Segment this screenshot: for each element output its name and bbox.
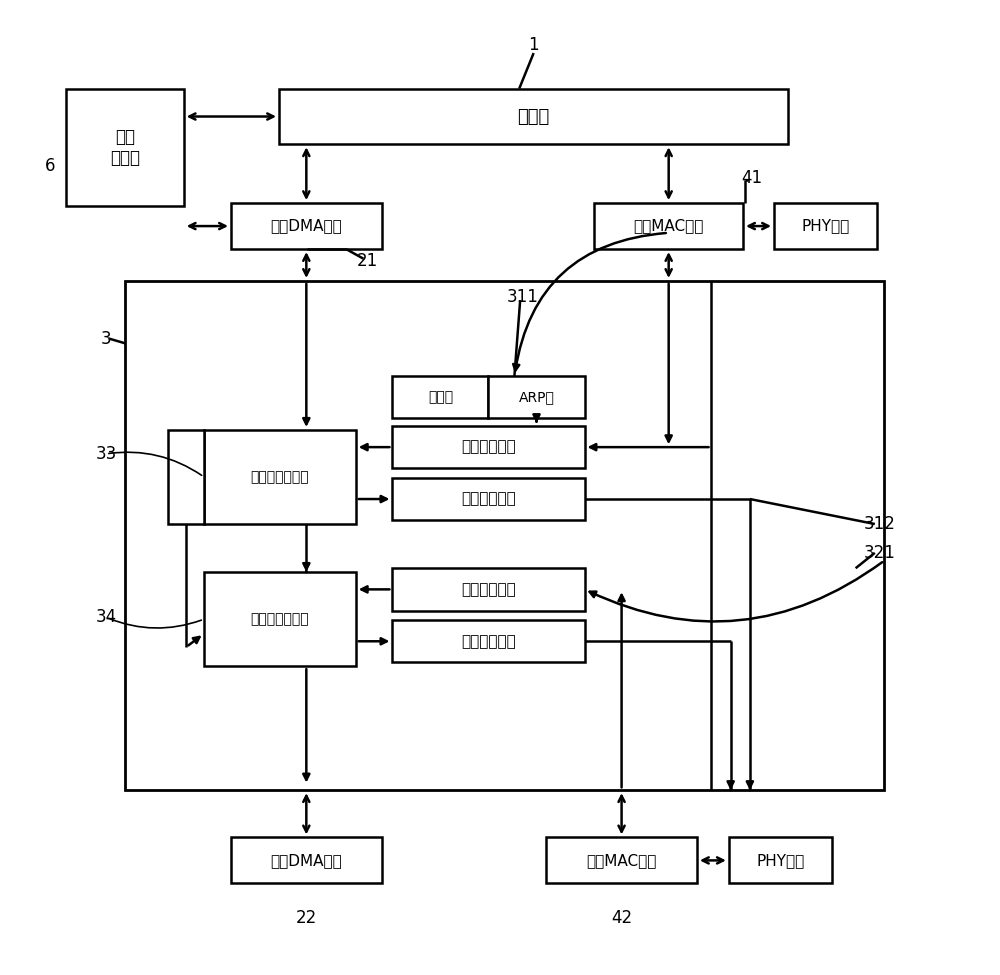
Text: 第二DMA模块: 第二DMA模块: [270, 853, 342, 868]
Text: 共享
存储器: 共享 存储器: [110, 128, 140, 167]
Text: PHY芯片: PHY芯片: [801, 218, 849, 234]
Bar: [204, 572, 356, 666]
Text: 1: 1: [528, 36, 539, 55]
Text: 第二MAC模块: 第二MAC模块: [586, 853, 657, 868]
Text: 第一接收通路: 第一接收通路: [461, 440, 516, 454]
Bar: [231, 838, 382, 883]
Text: 42: 42: [611, 909, 633, 927]
Text: PHY芯片: PHY芯片: [756, 853, 804, 868]
Text: 33: 33: [95, 445, 117, 463]
Text: 第二数据选择器: 第二数据选择器: [251, 612, 309, 626]
Text: 第一MAC模块: 第一MAC模块: [633, 218, 704, 234]
Text: 第一数据选择器: 第一数据选择器: [251, 470, 309, 484]
Text: 第二接收通路: 第二接收通路: [461, 582, 516, 597]
Bar: [729, 838, 832, 883]
Bar: [392, 478, 585, 521]
Bar: [66, 89, 184, 206]
Text: 311: 311: [507, 289, 539, 306]
Bar: [125, 281, 884, 791]
Text: ARP表: ARP表: [519, 390, 554, 405]
Bar: [168, 430, 204, 524]
Text: 第一发送通路: 第一发送通路: [461, 491, 516, 507]
Text: 3: 3: [101, 330, 111, 347]
Text: 第二发送通路: 第二发送通路: [461, 634, 516, 648]
Text: 22: 22: [296, 909, 317, 927]
Text: 41: 41: [741, 169, 762, 187]
Bar: [204, 430, 356, 524]
Bar: [774, 203, 877, 250]
Bar: [279, 89, 788, 144]
Text: 6: 6: [45, 157, 55, 175]
Text: 321: 321: [864, 544, 896, 562]
Text: 21: 21: [357, 252, 378, 270]
Bar: [594, 203, 743, 250]
Text: 312: 312: [864, 515, 896, 533]
Text: 路由表: 路由表: [428, 390, 453, 405]
Bar: [546, 838, 697, 883]
Bar: [392, 426, 585, 468]
Bar: [488, 376, 585, 418]
Bar: [392, 376, 488, 418]
Bar: [392, 620, 585, 662]
Text: 第一DMA模块: 第一DMA模块: [270, 218, 342, 234]
Bar: [231, 203, 382, 250]
Text: 34: 34: [95, 608, 117, 626]
Bar: [392, 568, 585, 610]
Text: 处理器: 处理器: [518, 107, 550, 126]
